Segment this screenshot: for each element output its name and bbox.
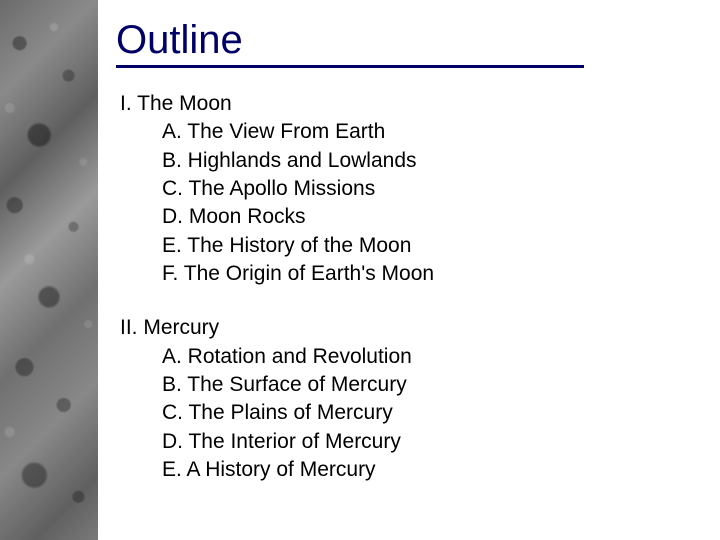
outline-item: D. The Interior of Mercury	[116, 428, 700, 456]
outline-item: A. Rotation and Revolution	[116, 343, 700, 371]
outline-item: E. The History of the Moon	[116, 232, 700, 260]
section-heading: II. Mercury	[116, 314, 700, 342]
outline-item: E. A History of Mercury	[116, 456, 700, 484]
outline-item: D. Moon Rocks	[116, 203, 700, 231]
outline-section-1: I. The Moon A. The View From Earth B. Hi…	[116, 90, 700, 288]
outline-section-2: II. Mercury A. Rotation and Revolution B…	[116, 314, 700, 484]
outline-item: B. The Surface of Mercury	[116, 371, 700, 399]
outline-item: A. The View From Earth	[116, 118, 700, 146]
outline-item: C. The Plains of Mercury	[116, 399, 700, 427]
slide-title: Outline	[116, 18, 584, 68]
outline-item: B. Highlands and Lowlands	[116, 147, 700, 175]
outline-item: C. The Apollo Missions	[116, 175, 700, 203]
sidebar-moon-image	[0, 0, 98, 540]
section-heading: I. The Moon	[116, 90, 700, 118]
outline-item: F. The Origin of Earth's Moon	[116, 260, 700, 288]
slide-content: Outline I. The Moon A. The View From Ear…	[98, 0, 720, 540]
